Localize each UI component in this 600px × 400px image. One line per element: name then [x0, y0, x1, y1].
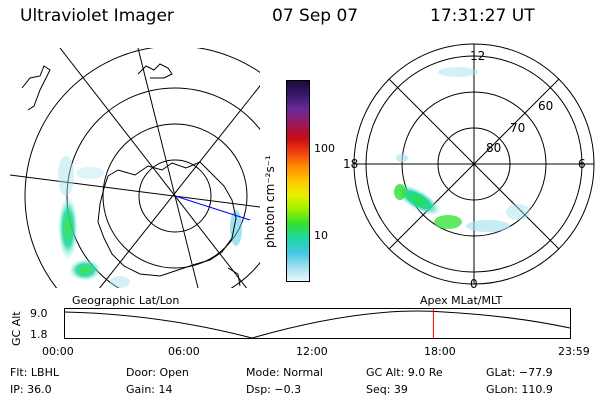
info-door: Door: Open [126, 366, 189, 379]
info-glat: GLat: −77.9 [486, 366, 553, 379]
colorbar [286, 80, 310, 282]
xtick-0600: 06:00 [168, 345, 200, 358]
info-seq: Seq: 39 [366, 383, 408, 396]
geo-meridian [137, 48, 199, 288]
altitude-ylabel: GC Alt [10, 311, 23, 346]
coastline-fragment [137, 63, 173, 79]
geo-aurora [58, 156, 242, 288]
mlt-label-0: 0 [470, 277, 478, 290]
mag-aurora [394, 67, 530, 232]
sun-direction-line [174, 195, 251, 221]
info-ip: IP: 36.0 [10, 383, 52, 396]
info-gcalt: GC Alt: 9.0 Re [366, 366, 443, 379]
date-label: 07 Sep 07 [272, 6, 359, 26]
info-gain: Gain: 14 [126, 383, 173, 396]
magnetic-map: 12 18 6 0 60 70 80 [343, 43, 595, 290]
mag-mlt-line [388, 78, 560, 250]
altitude-ytick-bottom: 1.8 [30, 328, 48, 341]
info-dsp: Dsp: −0.3 [246, 383, 302, 396]
xtick-1200: 12:00 [296, 345, 328, 358]
xtick-1800: 18:00 [424, 345, 456, 358]
colorbar-tick-10: 10 [314, 229, 328, 242]
altitude-curve [64, 310, 571, 339]
colorbar-unit-label: photon cm⁻²s⁻¹ [263, 155, 277, 248]
coastline-fragment [227, 267, 241, 287]
xtick-0000: 00:00 [42, 345, 74, 358]
mlat-label-60: 60 [538, 99, 553, 113]
geo-lat-circle [24, 48, 260, 288]
mlt-label-18: 18 [343, 157, 358, 171]
xtick-2359: 23:59 [558, 345, 590, 358]
instrument-title: Ultraviolet Imager [20, 6, 174, 26]
coastline-fragment [21, 65, 51, 111]
mlt-label-12: 12 [470, 49, 485, 63]
info-glon: GLon: 110.9 [486, 383, 553, 396]
altitude-plot [64, 308, 571, 339]
mlat-label-70: 70 [510, 121, 525, 135]
mlt-label-6: 6 [578, 157, 586, 171]
info-mode: Mode: Normal [246, 366, 323, 379]
geo-lat-circle [138, 159, 212, 233]
geo-map-title: Geographic Lat/Lon [72, 294, 180, 307]
time-label: 17:31:27 UT [430, 6, 535, 26]
altitude-ytick-top: 9.0 [30, 307, 48, 320]
geo-meridian [10, 174, 260, 208]
antarctica-outline [97, 161, 237, 277]
geo-lat-circle [102, 123, 248, 269]
colorbar-tick-100: 100 [314, 142, 335, 155]
geo-meridian [99, 85, 260, 288]
info-flt: Flt: LBHL [10, 366, 59, 379]
geo-lat-circle [66, 87, 260, 288]
mlat-label-80: 80 [486, 141, 501, 155]
geographic-map [10, 48, 260, 288]
mag-map-title: Apex MLat/MLT [420, 294, 503, 307]
